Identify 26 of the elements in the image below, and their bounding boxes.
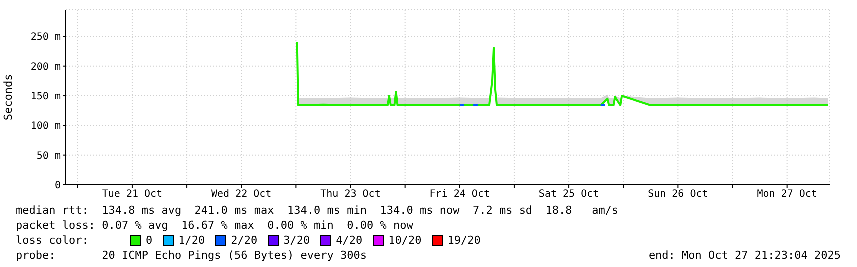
legend-label: 1/20 [178,233,206,248]
x-tick-label: Wed 22 Oct [212,189,272,200]
text: probe: 20 ICMP Echo Pings (56 Bytes) every 300s [16,248,367,263]
legend-title: loss color: [16,233,90,248]
text: end: Mon Oct 27 21:23:04 2025 [648,248,841,263]
y-tick-label: 200 m [30,62,61,73]
legend-label: 0 [145,233,153,248]
legend-label: 4/20 [335,233,363,248]
legend-label: 19/20 [446,233,481,248]
x-tick-label: Fri 24 Oct [430,189,490,200]
y-tick-label: 100 m [30,121,61,132]
text: packet loss: 0.07 % avg 16.67 % max 0.00 % min 0.00 % now [16,218,414,233]
x-tick-label: Sun 26 Oct [648,189,708,200]
y-tick-label: 250 m [30,32,61,44]
x-tick-label: Tue 21 Oct [102,189,163,200]
legend-label: 2/20 [230,233,258,248]
y-axis-title: Seconds [2,74,15,121]
x-tick-label: Sat 25 Oct [538,189,600,200]
legend-label: 10/20 [388,233,422,248]
x-tick-label: Thu 23 Oct [320,189,381,200]
y-tick-label: 0 [54,180,61,192]
x-tick-label: Mon 27 Oct [757,189,818,200]
text: median rtt: 134.8 ms avg 241.0 ms max 134.0 ms min 134.0 ms now 7.2 ms sd 18.8 am/s [16,203,620,218]
y-tick-label: 50 m [36,150,61,162]
legend-label: 3/20 [282,233,310,248]
y-tick-label: 150 m [30,92,61,103]
